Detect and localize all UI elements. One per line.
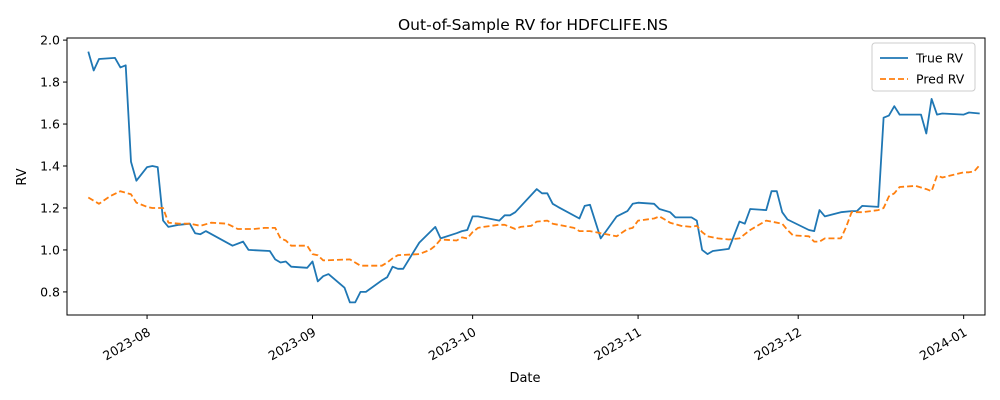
legend-label: True RV	[915, 51, 964, 66]
series-layer	[87, 51, 981, 304]
x-axis-label: Date	[509, 371, 540, 386]
y-tick-label: 1.0	[40, 242, 60, 257]
y-tick-label: 2.0	[40, 33, 60, 48]
y-tick-label: 1.8	[40, 75, 60, 90]
legend: True RV Pred RV	[871, 42, 976, 92]
axes-frame	[66, 37, 986, 316]
y-tick-label: 1.2	[40, 200, 60, 215]
chart-title: Out-of-Sample RV for HDFCLIFE.NS	[398, 16, 668, 34]
y-tick-label: 1.4	[40, 159, 60, 174]
y-axis-ticks: 0.8 1.0 1.2 1.4 1.6 1.8 2.0	[40, 33, 67, 299]
legend-label: Pred RV	[916, 72, 965, 87]
y-axis-label: RV	[15, 168, 30, 185]
y-tick-label: 0.8	[40, 284, 60, 299]
series-line-true-rv	[87, 51, 980, 304]
series-line-pred-rv	[87, 164, 981, 267]
y-tick-label: 1.6	[40, 117, 60, 132]
legend-box	[871, 42, 976, 92]
